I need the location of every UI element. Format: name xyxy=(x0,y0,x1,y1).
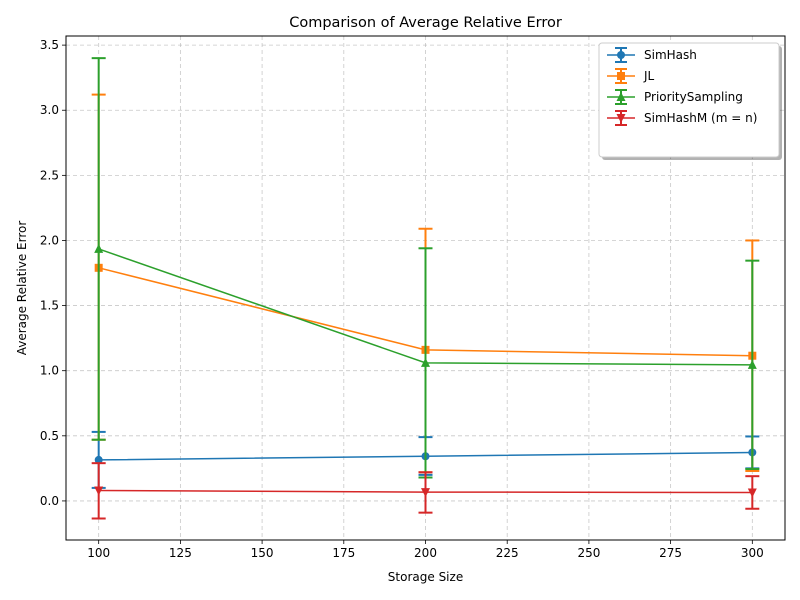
y-axis: 0.0 0.5 1.0 1.5 2.0 2.5 3.0 3.5 xyxy=(40,38,66,508)
chart-title: Comparison of Average Relative Error xyxy=(289,15,562,31)
legend-label: SimHash xyxy=(644,48,697,62)
data-point xyxy=(421,357,430,367)
legend-entry: JL xyxy=(607,68,655,84)
x-axis-label: Storage Size xyxy=(388,570,463,584)
legend-marker xyxy=(616,114,626,123)
x-tick-label: 100 xyxy=(87,546,110,560)
legend-marker xyxy=(616,92,626,101)
x-tick-label: 150 xyxy=(251,546,274,560)
data-point xyxy=(94,486,104,496)
data-point xyxy=(747,359,757,369)
x-tick-label: 175 xyxy=(332,546,355,560)
x-tick-label: 300 xyxy=(741,546,764,560)
x-tick-label: 200 xyxy=(414,546,437,560)
x-tick-label: 125 xyxy=(169,546,192,560)
series-3 xyxy=(91,462,760,520)
legend-label: JL xyxy=(643,69,655,83)
data-point xyxy=(94,455,103,464)
legend-entry: PrioritySampling xyxy=(607,89,743,105)
series-2 xyxy=(91,57,760,479)
x-tick-label: 275 xyxy=(659,546,682,560)
legend-entry: SimHash xyxy=(607,47,697,63)
data-point xyxy=(421,488,430,498)
y-tick-label: 2.5 xyxy=(40,168,59,182)
legend-marker xyxy=(617,72,625,80)
x-tick-label: 250 xyxy=(577,546,600,560)
legend-label: SimHashM (m = n) xyxy=(644,111,757,125)
data-point xyxy=(94,243,104,253)
y-tick-label: 1.0 xyxy=(40,364,59,378)
y-tick-label: 3.5 xyxy=(40,38,59,52)
legend-box xyxy=(598,42,780,158)
y-tick-label: 0.0 xyxy=(40,494,59,508)
plot-area xyxy=(91,57,760,520)
y-tick-label: 2.0 xyxy=(40,233,59,247)
legend-marker xyxy=(617,51,625,59)
data-point xyxy=(747,488,757,498)
y-tick-label: 3.0 xyxy=(40,103,59,117)
legend-label: PrioritySampling xyxy=(644,90,743,104)
legend: SimHash JL PrioritySampling SimHashM (m = n… xyxy=(598,42,782,160)
y-tick-label: 1.5 xyxy=(40,299,59,313)
x-tick-label: 225 xyxy=(496,546,519,560)
legend-entry: SimHashM (m = n) xyxy=(607,110,757,126)
y-tick-label: 0.5 xyxy=(40,429,59,443)
x-axis: 100 125 150 175 200 225 250 275 300 xyxy=(87,540,764,560)
y-axis-label: Average Relative Error xyxy=(15,221,29,356)
